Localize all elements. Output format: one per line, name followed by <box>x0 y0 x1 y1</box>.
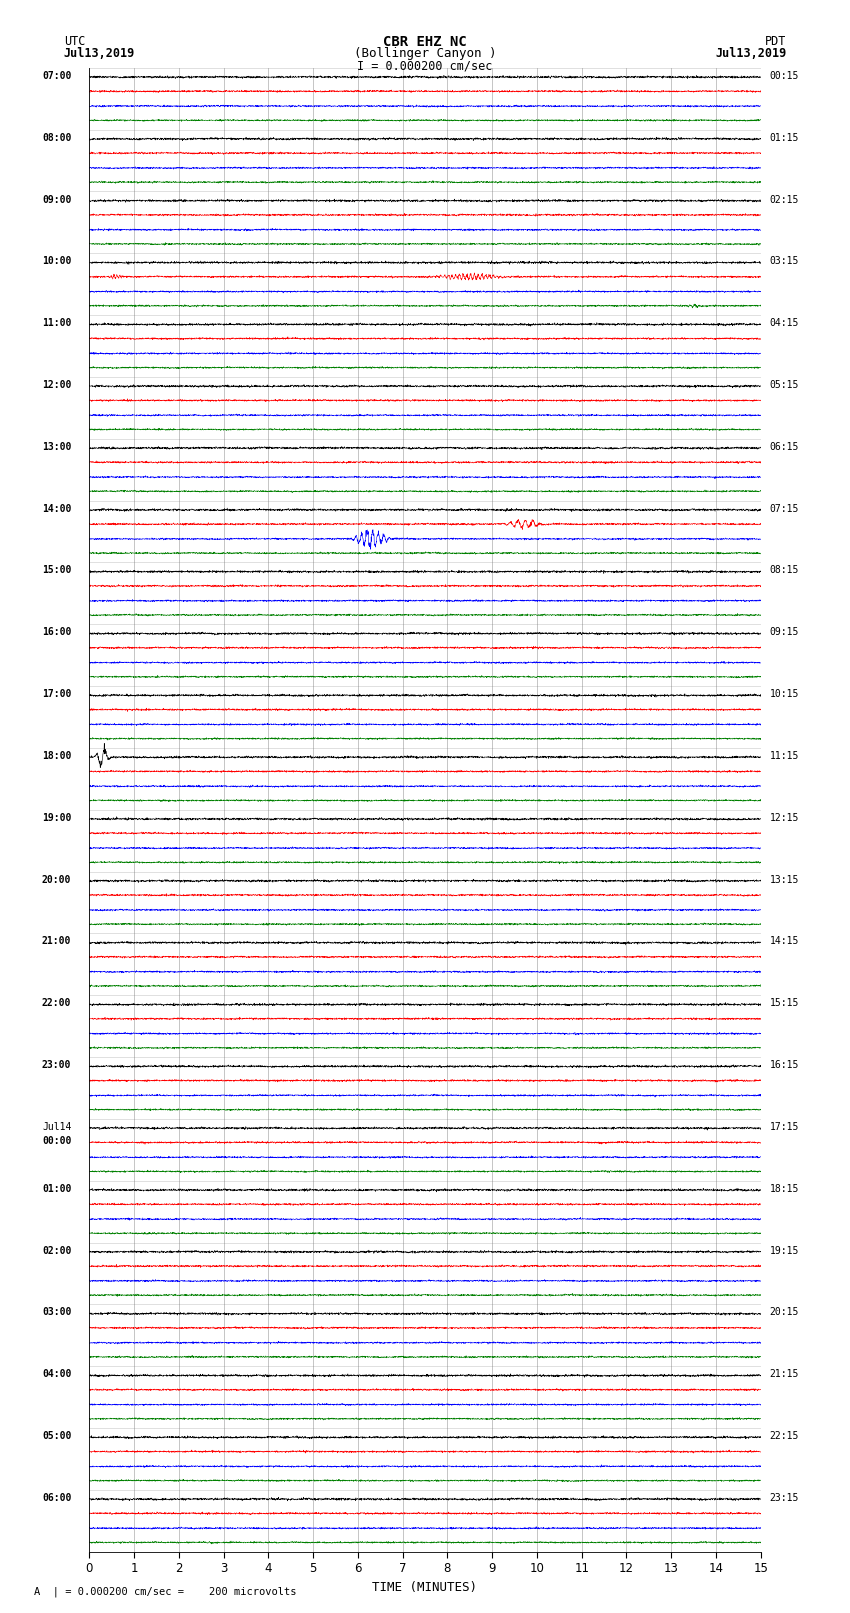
Text: 22:00: 22:00 <box>42 998 71 1008</box>
Text: 13:15: 13:15 <box>770 874 799 884</box>
Text: 17:15: 17:15 <box>770 1123 799 1132</box>
Text: 08:00: 08:00 <box>42 132 71 142</box>
Text: PDT: PDT <box>765 35 786 48</box>
Text: 16:15: 16:15 <box>770 1060 799 1069</box>
Text: 23:00: 23:00 <box>42 1060 71 1069</box>
Text: 11:15: 11:15 <box>770 752 799 761</box>
Text: 13:00: 13:00 <box>42 442 71 452</box>
Text: 05:15: 05:15 <box>770 381 799 390</box>
Text: 10:15: 10:15 <box>770 689 799 698</box>
Text: 15:00: 15:00 <box>42 566 71 576</box>
Text: (Bollinger Canyon ): (Bollinger Canyon ) <box>354 47 496 60</box>
Text: Jul14: Jul14 <box>42 1123 71 1132</box>
Text: 09:15: 09:15 <box>770 627 799 637</box>
Text: 07:15: 07:15 <box>770 503 799 513</box>
Text: 03:15: 03:15 <box>770 256 799 266</box>
Text: 23:15: 23:15 <box>770 1494 799 1503</box>
Text: Jul13,2019: Jul13,2019 <box>715 47 786 60</box>
Text: 21:00: 21:00 <box>42 937 71 947</box>
X-axis label: TIME (MINUTES): TIME (MINUTES) <box>372 1581 478 1594</box>
Text: UTC: UTC <box>64 35 85 48</box>
Text: 22:15: 22:15 <box>770 1431 799 1440</box>
Text: 18:15: 18:15 <box>770 1184 799 1194</box>
Text: 04:00: 04:00 <box>42 1369 71 1379</box>
Text: 02:00: 02:00 <box>42 1245 71 1255</box>
Text: 04:15: 04:15 <box>770 318 799 327</box>
Text: 06:00: 06:00 <box>42 1494 71 1503</box>
Text: 00:00: 00:00 <box>42 1136 71 1147</box>
Text: Jul13,2019: Jul13,2019 <box>64 47 135 60</box>
Text: 03:00: 03:00 <box>42 1308 71 1318</box>
Text: 01:15: 01:15 <box>770 132 799 142</box>
Text: 21:15: 21:15 <box>770 1369 799 1379</box>
Text: 12:15: 12:15 <box>770 813 799 823</box>
Text: 10:00: 10:00 <box>42 256 71 266</box>
Text: 07:00: 07:00 <box>42 71 71 81</box>
Text: CBR EHZ NC: CBR EHZ NC <box>383 35 467 50</box>
Text: 15:15: 15:15 <box>770 998 799 1008</box>
Text: 17:00: 17:00 <box>42 689 71 698</box>
Text: 20:00: 20:00 <box>42 874 71 884</box>
Text: 20:15: 20:15 <box>770 1308 799 1318</box>
Text: 09:00: 09:00 <box>42 195 71 205</box>
Text: 12:00: 12:00 <box>42 381 71 390</box>
Text: 08:15: 08:15 <box>770 566 799 576</box>
Text: A  | = 0.000200 cm/sec =    200 microvolts: A | = 0.000200 cm/sec = 200 microvolts <box>34 1586 297 1597</box>
Text: 16:00: 16:00 <box>42 627 71 637</box>
Text: 18:00: 18:00 <box>42 752 71 761</box>
Text: 11:00: 11:00 <box>42 318 71 327</box>
Text: 05:00: 05:00 <box>42 1431 71 1440</box>
Text: 01:00: 01:00 <box>42 1184 71 1194</box>
Text: I = 0.000200 cm/sec: I = 0.000200 cm/sec <box>357 60 493 73</box>
Text: 00:15: 00:15 <box>770 71 799 81</box>
Text: 06:15: 06:15 <box>770 442 799 452</box>
Text: 14:00: 14:00 <box>42 503 71 513</box>
Text: 19:00: 19:00 <box>42 813 71 823</box>
Text: 02:15: 02:15 <box>770 195 799 205</box>
Text: 19:15: 19:15 <box>770 1245 799 1255</box>
Text: 14:15: 14:15 <box>770 937 799 947</box>
